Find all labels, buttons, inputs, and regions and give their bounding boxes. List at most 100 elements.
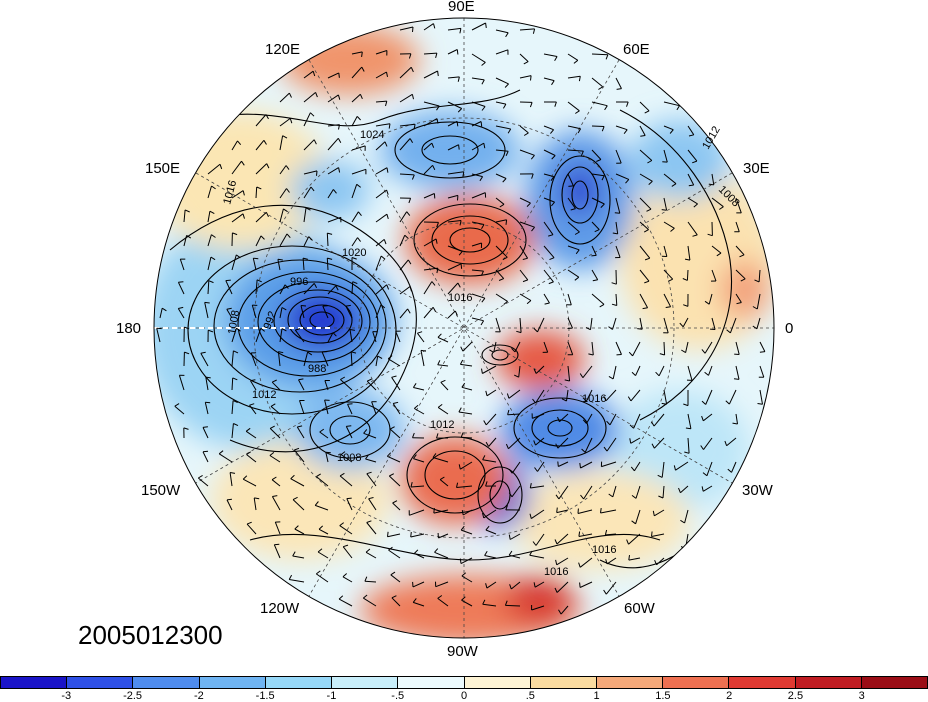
wind-barb-flag [550, 176, 555, 181]
wind-barb-flag [408, 53, 412, 59]
wind-barb-flag [704, 300, 710, 305]
wind-barb [279, 165, 287, 175]
wind-barb [375, 100, 387, 103]
wind-barb [556, 581, 569, 593]
wind-barb [351, 281, 354, 295]
wind-barb [204, 302, 209, 319]
wind-barb-flag [413, 404, 419, 409]
wind-barb-flag [433, 508, 435, 514]
wind-barb-flag [410, 531, 412, 538]
wind-barb [269, 428, 281, 439]
wind-barb [279, 208, 284, 223]
wind-barb [447, 76, 460, 79]
wind-barb-flag [289, 118, 293, 124]
wind-barb-flag [651, 443, 655, 449]
wind-barb-flag [232, 377, 238, 381]
wind-barb [535, 533, 545, 546]
wind-barb-flag [611, 303, 617, 306]
contour-label-1008: 1008 [337, 452, 361, 464]
wind-barb-flag [551, 201, 555, 207]
wind-barb-flag [479, 176, 484, 182]
wind-barb-flag [292, 496, 298, 501]
wind-barb-flag [701, 415, 704, 421]
wind-barb [255, 279, 258, 295]
wind-barb [529, 554, 545, 559]
wind-barb [292, 555, 305, 559]
wind-barb [639, 173, 653, 182]
wind-barb [351, 93, 361, 103]
wind-barb-flag [484, 550, 488, 556]
wind-barb-flag [604, 529, 608, 536]
wind-barb-flag [339, 472, 345, 477]
wind-barb-flag [335, 285, 339, 291]
wind-barb-flag [407, 259, 412, 265]
wind-barb-flag [226, 498, 232, 501]
wind-barb [471, 22, 486, 31]
wind-barb [615, 221, 619, 234]
wind-barb-flag [505, 219, 508, 225]
map-boundary [153, 17, 775, 639]
wind-barb [298, 379, 305, 391]
wind-barb-flag [386, 167, 389, 173]
wind-barb [327, 94, 339, 103]
wind-barb [423, 118, 438, 127]
wind-barb [460, 557, 473, 565]
wind-barb-flag [630, 466, 635, 472]
wind-barb-flag [184, 326, 190, 330]
wind-barb [375, 239, 385, 247]
wind-barb-flag [733, 378, 740, 380]
wind-barb [708, 293, 713, 305]
wind-barb [177, 282, 185, 295]
wind-barb [728, 389, 737, 405]
wind-barb [687, 149, 698, 162]
wind-barb [399, 286, 411, 295]
wind-barb [375, 167, 388, 175]
wind-barb [432, 457, 449, 463]
wind-barb [303, 351, 309, 367]
lon-label-60w: 60W [624, 600, 655, 617]
wind-barb-flag [316, 473, 321, 478]
wind-barb-flag [513, 374, 519, 378]
wind-barb-flag [522, 279, 528, 283]
wind-barb-flag [459, 359, 464, 365]
wind-barb-flag [582, 419, 587, 424]
wind-barb [495, 29, 509, 34]
contour-label-988: 988 [308, 363, 326, 375]
wind-barb-flag [432, 307, 437, 312]
wind-barb [606, 557, 617, 565]
wind-barb-flag [752, 325, 758, 330]
wind-barb [591, 53, 608, 56]
wind-barb [364, 580, 377, 583]
wind-barb-flag [351, 351, 357, 354]
wind-barb [591, 101, 608, 107]
wind-barb [368, 498, 377, 511]
wind-barb [543, 197, 555, 203]
wind-barb [635, 485, 641, 499]
wind-barb-flag [685, 427, 691, 430]
wind-barb [685, 341, 689, 353]
wind-barb-flag [312, 71, 316, 77]
wind-barb [303, 70, 314, 79]
wind-barb-flag [626, 539, 629, 545]
wind-barb-flag [577, 128, 582, 134]
wind-barb-flag [651, 531, 653, 537]
wind-barb [375, 141, 386, 151]
wind-barb [615, 173, 629, 180]
wind-barb-flag [736, 302, 742, 305]
wind-barb [560, 605, 569, 615]
wind-barb-flag [481, 224, 485, 230]
wind-barb-flag [392, 500, 398, 504]
wind-barb-flag [608, 375, 614, 380]
wind-barb [532, 413, 545, 419]
wind-barb-flag [693, 203, 698, 208]
wind-barb-flag [485, 583, 488, 589]
wind-barb [471, 53, 486, 63]
wind-barb-flag [505, 151, 509, 157]
wind-barb-flag [340, 376, 346, 380]
colorbar-tick-label: 3 [858, 690, 865, 702]
wind-barb [423, 23, 434, 31]
wind-barb-flag [368, 497, 374, 500]
wind-barb-flag [249, 403, 255, 406]
wind-barb [729, 317, 737, 334]
wind-barb [471, 293, 486, 299]
